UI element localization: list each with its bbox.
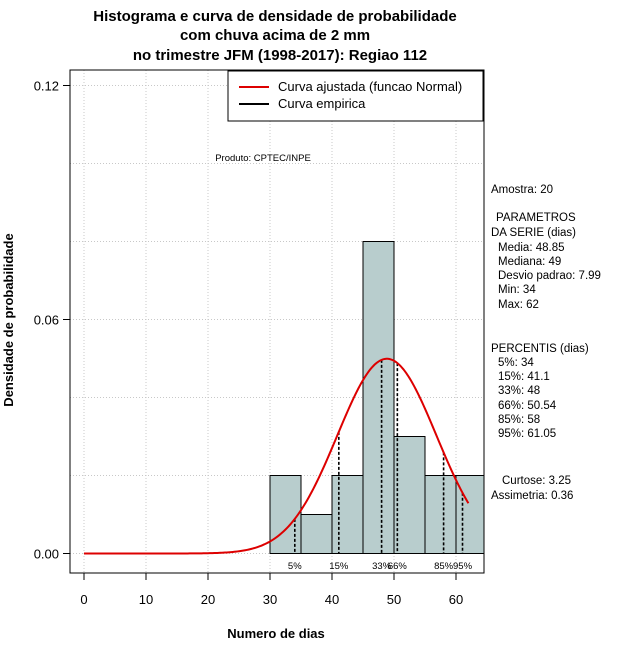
fitted-curve-layer bbox=[84, 357, 470, 555]
x-tick-label: 0 bbox=[80, 592, 87, 607]
sample-size: Amostra: 20 bbox=[491, 184, 553, 196]
histogram-bar bbox=[362, 241, 395, 554]
stats-panel: Amostra: 20 PARAMETROS DA SERIE (dias) M… bbox=[491, 184, 601, 502]
chart-title-line-3: no trimestre JFM (1998-2017): Regiao 112 bbox=[133, 47, 427, 64]
histogram-bars bbox=[269, 241, 485, 554]
legend: Curva ajustada (funcao Normal) Curva emp… bbox=[227, 70, 484, 122]
histogram-bar bbox=[269, 475, 302, 554]
params-subtitle: DA SERIE (dias) bbox=[491, 227, 576, 239]
skewness: Assimetria: 0.36 bbox=[491, 490, 573, 502]
histogram-bar bbox=[393, 436, 426, 554]
x-tick-label: 30 bbox=[263, 592, 277, 607]
percentile-label: 15% bbox=[329, 561, 349, 572]
legend-box bbox=[227, 70, 484, 122]
histogram-bar bbox=[331, 475, 364, 554]
x-tick-label: 20 bbox=[201, 592, 215, 607]
percentile-label: 5% bbox=[288, 561, 302, 572]
legend-label-fitted: Curva ajustada (funcao Normal) bbox=[278, 79, 462, 94]
plot-frame bbox=[69, 69, 485, 574]
percentile-label: 66% bbox=[388, 561, 408, 572]
histogram-bar bbox=[300, 514, 333, 554]
x-tick-label: 60 bbox=[449, 592, 463, 607]
histogram-bar bbox=[424, 475, 457, 554]
x-tick-label: 40 bbox=[325, 592, 339, 607]
x-tick-label: 50 bbox=[387, 592, 401, 607]
param-min: Min: 34 bbox=[498, 284, 536, 296]
chart-title-line-1: Histograma e curva de densidade de proba… bbox=[93, 8, 456, 25]
param-max: Max: 62 bbox=[498, 299, 539, 311]
param-sd: Desvio padrao: 7.99 bbox=[498, 270, 601, 282]
percentile-label: 95% bbox=[453, 561, 473, 572]
fitted-normal-curve bbox=[84, 357, 470, 555]
grid bbox=[70, 70, 484, 573]
percentil-5: 5%: 34 bbox=[498, 357, 534, 369]
percentil-33: 33%: 48 bbox=[498, 385, 540, 397]
params-title: PARAMETROS bbox=[496, 212, 576, 224]
percentile-label: 85% bbox=[434, 561, 454, 572]
percentil-85: 85%: 58 bbox=[498, 414, 540, 426]
kurtosis: Curtose: 3.25 bbox=[502, 475, 571, 487]
y-tick-label: 0.06 bbox=[34, 313, 59, 328]
param-median: Mediana: 49 bbox=[498, 256, 561, 268]
x-axis-title: Numero de dias bbox=[227, 626, 325, 641]
x-axis: 0 10 20 30 40 50 60 bbox=[80, 573, 463, 607]
percentil-66: 66%: 50.54 bbox=[498, 400, 557, 412]
param-mean: Media: 48.85 bbox=[498, 242, 565, 254]
chart-title-line-2: com chuva acima de 2 mm bbox=[180, 27, 370, 44]
percentile-lines: 5% 15% 33%66% 85% 95% bbox=[288, 359, 473, 572]
y-tick-label: 0.00 bbox=[34, 547, 59, 562]
percentile-label: 33% bbox=[372, 561, 392, 572]
legend-label-empirical: Curva empirica bbox=[278, 96, 366, 111]
percentil-15: 15%: 41.1 bbox=[498, 371, 550, 383]
y-axis-title: Densidade de probabilidade bbox=[1, 233, 16, 406]
percentis-title: PERCENTIS (dias) bbox=[491, 343, 589, 355]
y-axis: 0.00 0.06 0.12 bbox=[34, 79, 70, 562]
percentil-95: 95%: 61.05 bbox=[498, 428, 556, 440]
x-tick-label: 10 bbox=[139, 592, 153, 607]
product-annotation: Produto: CPTEC/INPE bbox=[215, 153, 311, 164]
y-tick-label: 0.12 bbox=[34, 79, 59, 94]
